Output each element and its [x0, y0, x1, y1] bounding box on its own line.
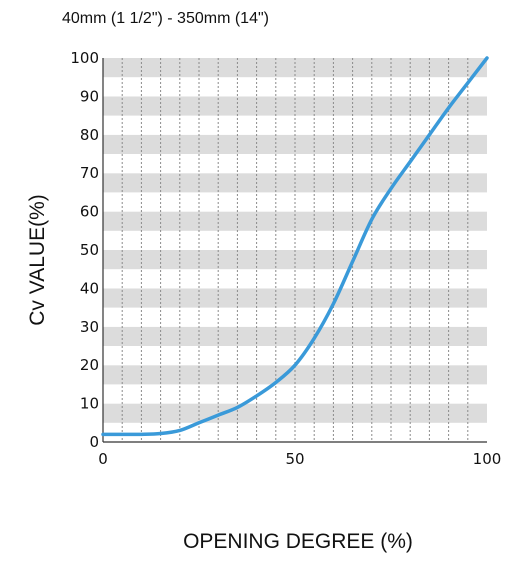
y-tick-labels: 0 10 20 30 40 50 60 70 80 90 100	[70, 49, 99, 451]
chart-subtitle: 40mm (1 1/2") - 350mm (14")	[62, 10, 269, 27]
x-tick-labels: 0 50 100	[98, 450, 501, 468]
y-tick-label: 20	[80, 356, 99, 374]
x-axis-label: OPENING DEGREE (%)	[183, 530, 413, 553]
y-tick-label: 100	[70, 49, 99, 67]
vertical-gridlines	[121, 58, 469, 442]
y-tick-label: 60	[80, 203, 99, 221]
y-tick-label: 90	[80, 87, 99, 105]
x-tick-label: 50	[285, 450, 304, 468]
x-tick-label: 100	[473, 450, 502, 468]
y-tick-label: 30	[80, 318, 99, 336]
y-tick-label: 10	[80, 395, 99, 413]
y-tick-label: 50	[80, 241, 99, 259]
axes	[102, 58, 487, 443]
y-tick-label: 70	[80, 164, 99, 182]
y-tick-label: 40	[80, 279, 99, 297]
series-line	[101, 56, 489, 437]
x-tick-label: 0	[98, 450, 108, 468]
series-layer	[101, 56, 489, 437]
y-tick-label: 0	[89, 433, 99, 451]
y-tick-label: 80	[80, 126, 99, 144]
